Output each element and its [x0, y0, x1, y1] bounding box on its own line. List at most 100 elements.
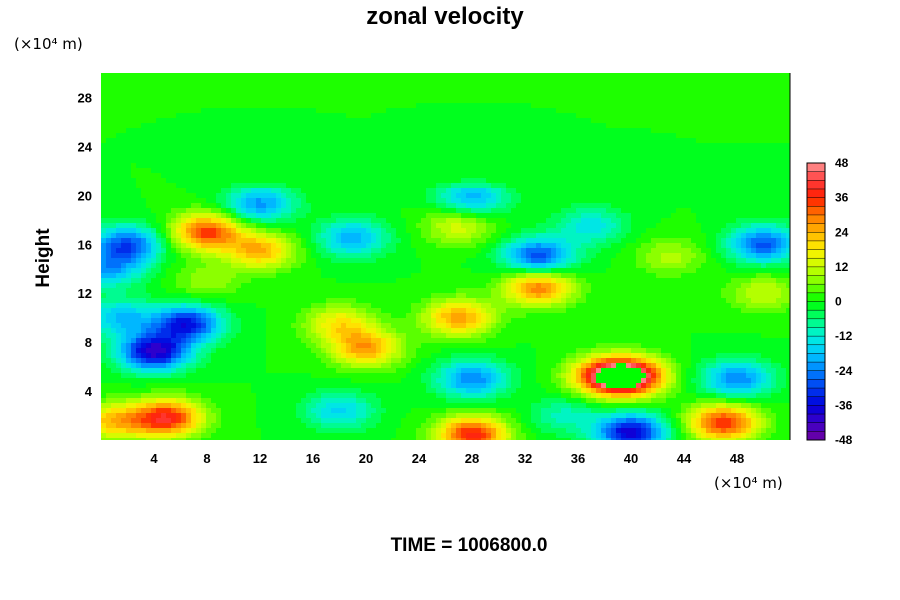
heatmap-cell — [346, 88, 352, 94]
heatmap-cell — [441, 193, 447, 199]
heatmap-cell — [536, 78, 542, 84]
heatmap-cell — [531, 108, 537, 114]
heatmap-cell — [586, 203, 592, 209]
heatmap-cell — [471, 178, 477, 184]
heatmap-cell — [126, 188, 132, 194]
heatmap-cell — [566, 168, 572, 174]
heatmap-cell — [516, 208, 522, 214]
heatmap-cell — [676, 188, 682, 194]
heatmap-cell — [471, 243, 477, 249]
heatmap-cell — [411, 188, 417, 194]
heatmap-cell — [341, 208, 347, 214]
heatmap-cell — [771, 173, 777, 179]
heatmap-cell — [326, 228, 332, 234]
heatmap-cell — [731, 98, 737, 104]
heatmap-cell — [141, 73, 147, 79]
heatmap-cell — [401, 173, 407, 179]
heatmap-cell — [361, 133, 367, 139]
heatmap-cell — [696, 228, 702, 234]
heatmap-cell — [471, 93, 477, 99]
heatmap-cell — [441, 228, 447, 234]
heatmap-cell — [696, 98, 702, 104]
heatmap-cell — [251, 168, 257, 174]
heatmap-cell — [396, 218, 402, 224]
heatmap-cell — [251, 153, 257, 159]
heatmap-cell — [776, 238, 782, 244]
heatmap-cell — [596, 198, 602, 204]
heatmap-cell — [206, 243, 212, 249]
heatmap-cell — [526, 98, 532, 104]
heatmap-cell — [476, 233, 482, 239]
heatmap-cell — [141, 253, 147, 259]
heatmap-cell — [246, 93, 252, 99]
heatmap-cell — [266, 168, 272, 174]
heatmap-cell — [341, 153, 347, 159]
heatmap-cell — [651, 143, 657, 149]
heatmap-cell — [701, 243, 707, 249]
heatmap-cell — [391, 158, 397, 164]
heatmap-cell — [376, 208, 382, 214]
heatmap-cell — [721, 233, 727, 239]
heatmap-cell — [501, 148, 507, 154]
heatmap-cell — [541, 93, 547, 99]
heatmap-cell — [751, 128, 757, 134]
heatmap-cell — [626, 208, 632, 214]
heatmap-cell — [621, 248, 627, 254]
heatmap-cell — [686, 218, 692, 224]
heatmap-cell — [396, 103, 402, 109]
heatmap-cell — [631, 73, 637, 79]
heatmap-cell — [511, 193, 517, 199]
heatmap-cell — [471, 78, 477, 84]
heatmap-cell — [751, 178, 757, 184]
heatmap-cell — [446, 238, 452, 244]
heatmap-cell — [726, 213, 732, 219]
heatmap-cell — [306, 218, 312, 224]
heatmap-cell — [316, 98, 322, 104]
heatmap-cell — [156, 113, 162, 119]
heatmap-cell — [421, 118, 427, 124]
heatmap-cell — [551, 163, 557, 169]
heatmap-cell — [651, 183, 657, 189]
heatmap-cell — [451, 153, 457, 159]
heatmap-cell — [111, 238, 117, 244]
heatmap-cell — [546, 158, 552, 164]
heatmap-cell — [736, 138, 742, 144]
heatmap-cell — [366, 228, 372, 234]
heatmap-cell — [641, 108, 647, 114]
heatmap-cell — [566, 133, 572, 139]
heatmap-cell — [731, 213, 737, 219]
heatmap-cell — [291, 138, 297, 144]
heatmap-cell — [471, 108, 477, 114]
heatmap-cell — [256, 103, 262, 109]
heatmap-cell — [676, 138, 682, 144]
heatmap-cell — [496, 83, 502, 89]
heatmap-cell — [321, 248, 327, 254]
heatmap-cell — [221, 93, 227, 99]
heatmap-cell — [466, 103, 472, 109]
heatmap-cell — [786, 123, 790, 129]
heatmap-cell — [566, 248, 572, 254]
heatmap-cell — [436, 148, 442, 154]
heatmap-cell — [486, 158, 492, 164]
heatmap-cell — [561, 133, 567, 139]
heatmap-cell — [306, 208, 312, 214]
heatmap-cell — [231, 208, 237, 214]
heatmap-cell — [751, 138, 757, 144]
heatmap-cell — [206, 108, 212, 114]
heatmap-cell — [676, 113, 682, 119]
heatmap-cell — [216, 88, 222, 94]
heatmap-cell — [546, 248, 552, 254]
heatmap-cell — [416, 158, 422, 164]
heatmap-cell — [221, 198, 227, 204]
heatmap-cell — [241, 183, 247, 189]
heatmap-cell — [441, 98, 447, 104]
heatmap-cell — [526, 208, 532, 214]
heatmap-cell — [506, 163, 512, 169]
heatmap-cell — [166, 148, 172, 154]
heatmap-cell — [531, 183, 537, 189]
heatmap-cell — [531, 233, 537, 239]
heatmap-cell — [756, 103, 762, 109]
heatmap-cell — [156, 148, 162, 154]
heatmap-cell — [586, 93, 592, 99]
heatmap-cell — [201, 118, 207, 124]
